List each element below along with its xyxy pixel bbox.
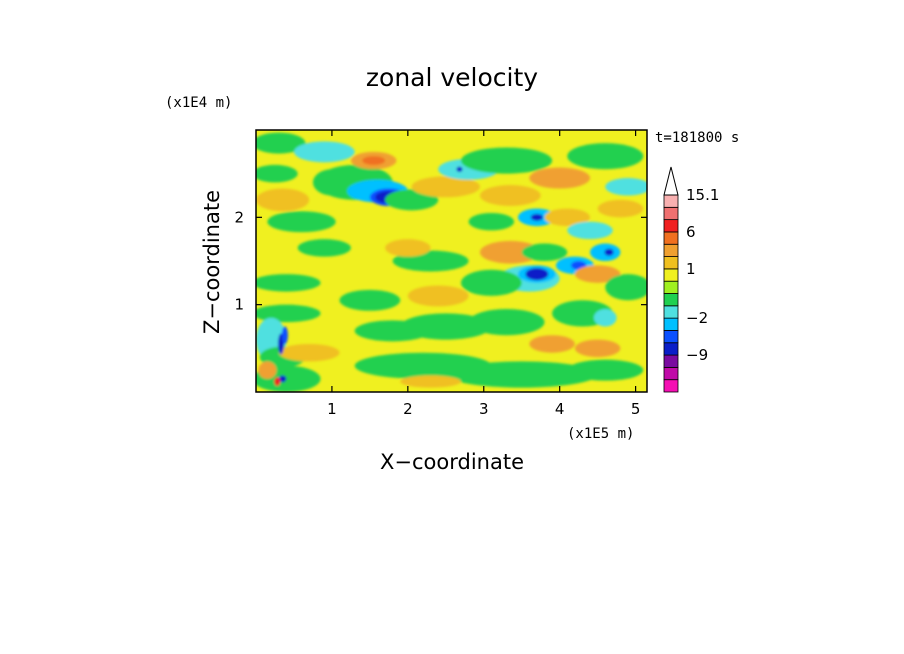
x-tick-label: 1 [327,400,337,418]
colorbar-extend-arrow [663,166,679,196]
colorbar-label: −9 [686,346,708,364]
chart-title: zonal velocity [366,63,538,92]
x-tick-label: 4 [555,400,565,418]
contour-region-38 [604,248,614,256]
contour-region-57 [574,339,621,358]
colorbar-swatch [663,342,679,356]
contour-region-17 [274,377,281,386]
colorbar-swatch [663,231,679,245]
contour-region-52 [385,239,431,257]
colorbar-label: −2 [686,309,708,327]
contour-region-15 [281,326,288,344]
contour-region-64 [567,359,644,381]
colorbar-swatch [663,354,679,368]
x-tick-label: 3 [479,400,489,418]
colorbar-swatch [663,256,679,270]
y-axis: 12 [234,208,647,314]
contour-region-27 [456,166,463,172]
plot-area [256,130,647,392]
contour-region-31 [605,178,647,196]
contour-region-50 [460,269,522,296]
contour-region-61 [339,289,401,311]
contour-region-5 [267,211,336,233]
contour-region-58 [529,335,575,353]
contour-region-63 [445,361,598,388]
colorbar: 15.1 6 1 −2 −9 [663,166,719,393]
contour-region-32 [479,185,541,206]
contour-region-11 [278,343,340,362]
contour-region-1 [293,141,355,163]
contour-region-3 [256,164,298,183]
contour-region-49 [525,267,549,281]
contour-region-6 [297,239,351,257]
x-axis: 1 2 3 4 5 [327,130,640,418]
contour-region-29 [529,167,591,189]
contour-region-60 [354,320,431,342]
colorbar-swatch [663,206,679,221]
colorbar-swatch [663,293,679,307]
contour-region-55 [468,309,545,336]
contour-region-13 [258,361,277,379]
colorbar-label: 15.1 [686,186,719,204]
y-axis-title: Z−coordinate [200,190,224,334]
colorbar-label: 1 [686,260,696,278]
colorbar-swatch [663,379,679,393]
contour-region-44 [571,261,587,270]
colorbar-swatch [663,243,679,257]
colorbar-label: 6 [686,223,696,241]
contour-region-65 [400,375,461,388]
contour-region-0 [256,132,306,154]
contour-region-36 [567,221,613,240]
x-tick-label: 5 [631,400,641,418]
x-axis-title: X−coordinate [380,450,524,474]
contour-region-42 [521,243,568,261]
colorbar-swatch [663,280,679,294]
contour-region-28 [460,147,553,174]
contour-region-39 [597,199,644,218]
contour-region-7 [256,274,321,292]
contour-region-53 [407,285,469,307]
contour-region-8 [256,304,321,323]
contour-region-46 [605,274,647,301]
colorbar-swatch [663,317,679,331]
contour-region-16 [278,375,287,383]
colorbar-swatch [663,268,679,282]
contour-region-4 [256,188,310,212]
x-scale-label: (x1E5 m) [567,426,634,442]
contour-region-34 [530,213,543,221]
colorbar-swatch [663,330,679,344]
contour-region-59 [593,309,617,327]
y-tick-label: 1 [234,296,244,314]
contour-region-45 [574,265,621,283]
x-tick-label: 2 [403,400,413,418]
y-tick-label: 2 [234,208,244,226]
colorbar-swatch [663,366,679,381]
time-label: t=181800 s [655,130,739,146]
contour-fields [256,132,647,392]
contour-region-40 [468,212,515,231]
contour-region-25 [411,176,480,198]
colorbar-swatch [663,194,679,208]
y-scale-label: (x1E4 m) [165,95,232,111]
contour-region-35 [544,208,591,227]
contour-region-41 [479,240,541,264]
contour-region-23 [362,156,386,165]
plot-frame [255,129,648,393]
colorbar-swatch [663,219,679,233]
colorbar-swatch [663,305,679,319]
contour-region-30 [567,143,644,170]
